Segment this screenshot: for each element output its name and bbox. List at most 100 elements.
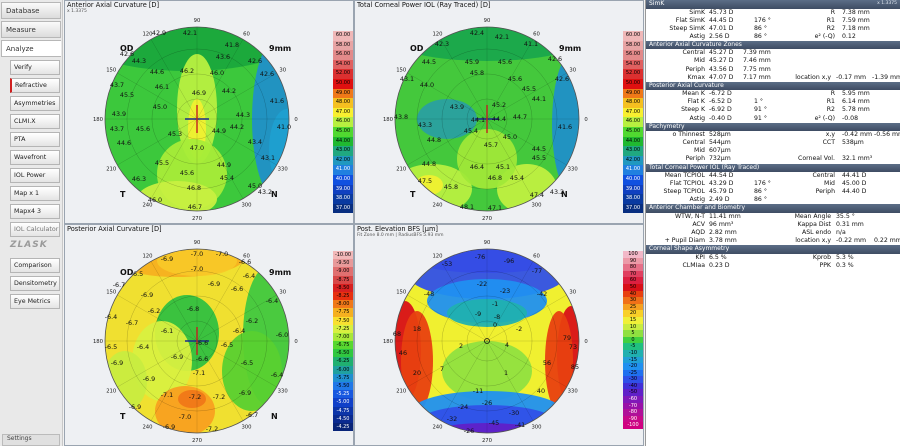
map-value: 1: [504, 369, 508, 377]
section-header-zones: Anterior Axial Curvature Zones: [646, 40, 900, 50]
degree-label: 120: [142, 31, 153, 37]
color-zone: [447, 299, 527, 327]
map-value: -6.4: [243, 272, 255, 280]
anterior-axial-curvature-map[interactable]: 0 30 60 90 120 150 180 210 240 270 300 330 42.9 42.1 4…: [65, 1, 354, 224]
map-value: -2: [516, 325, 522, 333]
scale-step: 50.00: [623, 78, 643, 89]
map-value: 42.1: [495, 33, 509, 41]
map-subtitle: Fit Zone 8.0 mm | RadiusBFS 5.93 mm: [357, 233, 444, 238]
scale-step: 41.00: [623, 165, 643, 175]
scale-step: 49.00: [333, 88, 353, 99]
sidebar-item-iol-power[interactable]: IOL Power: [10, 168, 60, 183]
degree-label: 300: [241, 425, 252, 431]
sidebar-item-map-x1[interactable]: Map x 1: [10, 186, 60, 201]
map-value: 2: [459, 342, 463, 350]
sidebar-item-wavefront[interactable]: Wavefront: [10, 150, 60, 165]
degree-label: 180: [383, 339, 394, 345]
scale-step: 58.00: [333, 40, 353, 51]
field-value: location x,y: [795, 237, 831, 245]
field-value: location x,y: [795, 73, 831, 81]
sidebar-item-comparison[interactable]: Comparison: [10, 258, 60, 273]
degree-label: 60: [243, 253, 250, 259]
map-value: 46.8: [488, 174, 502, 182]
sidebar-item-verify[interactable]: Verify: [10, 60, 60, 75]
field-value: 544μm: [709, 139, 731, 147]
map-panel-posterior[interactable]: Posterior Axial Curvature [D] 0 30 60 90 120…: [64, 224, 354, 446]
settings-button[interactable]: Settings: [2, 434, 60, 446]
nav-database[interactable]: Database: [1, 2, 61, 19]
eye-label: OD: [410, 44, 424, 53]
sidebar-item-pta[interactable]: PTA: [10, 132, 60, 147]
degree-label: 30: [569, 68, 576, 74]
scale-step: -5.50: [333, 382, 353, 391]
map-value: 45.4: [464, 127, 478, 135]
scale-step: 10: [623, 323, 643, 331]
map-value: 41.6: [270, 97, 284, 105]
map-panel-anterior[interactable]: Anterior Axial Curvature [D] x 1.3375 0 3…: [64, 0, 354, 224]
sidebar-item-mapx4[interactable]: Mapx4 3: [10, 204, 60, 219]
scale-step: 20: [623, 310, 643, 317]
map-value: -6.9: [143, 375, 155, 383]
nav-measure[interactable]: Measure: [1, 21, 61, 38]
map-value: -77: [532, 267, 542, 275]
map-title: Post. Elevation BFS [μm]: [357, 225, 438, 233]
scale-step: -4.50: [333, 414, 353, 423]
map-value: 44.3: [132, 57, 146, 65]
degree-label: 90: [194, 240, 201, 246]
field-value: 45.73 D: [709, 8, 734, 16]
scale-step: 0: [623, 336, 643, 344]
data-row: Astig -0.40 D 91 ° e² (-Q) -0.08: [646, 115, 900, 123]
field-value: 2.49 D: [709, 196, 730, 204]
sidebar-item-asymmetries[interactable]: Asymmetries: [10, 96, 60, 111]
map-value: -6.5: [221, 341, 233, 349]
sidebar-item-eye-metrics[interactable]: Eye Metrics: [10, 294, 60, 309]
field-value: R2: [826, 106, 835, 114]
map-value: -45: [489, 419, 499, 427]
field-label: AQD: [691, 229, 705, 237]
scale-step: -50: [623, 389, 643, 397]
map-value: -6.7: [113, 281, 125, 289]
data-row: Steep K -6.92 D 91 ° R2 5.78 mm: [646, 106, 900, 114]
map-value: 46.9: [192, 89, 206, 97]
field-label: o Thinnest: [672, 131, 705, 139]
data-row: Flat K -6.52 D 1 ° R1 6.14 mm: [646, 98, 900, 106]
map-value: -6.9: [163, 423, 175, 431]
scale-step: -40: [623, 382, 643, 390]
map-value: -6.9: [161, 255, 173, 263]
map-panel-elevation[interactable]: Post. Elevation BFS [μm] Fit Zone 8.0 mm…: [354, 224, 644, 446]
map-value: -32: [447, 415, 457, 423]
map-value: 45.6: [136, 125, 150, 133]
sidebar-item-densitometry[interactable]: Densitometry: [10, 276, 60, 291]
map-value: 44.9: [217, 161, 231, 169]
map-value: 47.1: [488, 204, 502, 212]
nav-analyze[interactable]: Analyze: [1, 40, 61, 57]
scale-step: -7.75: [333, 308, 353, 317]
field-value: 44.45 D: [709, 16, 734, 24]
field-value: 176 °: [754, 16, 771, 24]
map-value: -42: [537, 290, 547, 298]
sidebar-item-iol-calculator[interactable]: IOL Calculator: [10, 222, 60, 237]
map-value: -6.5: [105, 343, 117, 351]
sidebar-item-refractive[interactable]: Refractive: [10, 78, 60, 93]
map-value: 43.1: [261, 154, 275, 162]
map-panel-total-corneal-power[interactable]: Total Corneal Power IOL (Ray Traced) [D]…: [354, 0, 644, 224]
color-zone: [417, 99, 477, 139]
version-label: x 1.3375: [877, 1, 897, 6]
section-header-pachymetry: Pachymetry: [646, 122, 900, 132]
data-row: Steep TCPIOL 45.79 D 86 ° Periph 44.40 D: [646, 188, 900, 196]
degree-label: 0: [584, 339, 588, 345]
section-header-anterior-chamber: Anterior Chamber and Biometry: [646, 204, 900, 213]
field-value: 7.46 mm: [743, 57, 771, 65]
total-corneal-power-map[interactable]: 0 30 60 90 120 150 180 210 240 270 300 330 42.4 42.1 4…: [355, 1, 644, 224]
sidebar-item-clmi[interactable]: CLMI.X: [10, 114, 60, 129]
map-value: -24: [458, 403, 468, 411]
degree-label: 150: [106, 290, 117, 296]
map-value: 43.7: [110, 81, 124, 89]
zone-label: 9mm: [269, 268, 291, 277]
map-value: -6.9: [171, 353, 183, 361]
degree-label: 180: [93, 117, 104, 123]
scale-step: 40.00: [333, 174, 353, 185]
map-value: 41.1: [524, 40, 538, 48]
